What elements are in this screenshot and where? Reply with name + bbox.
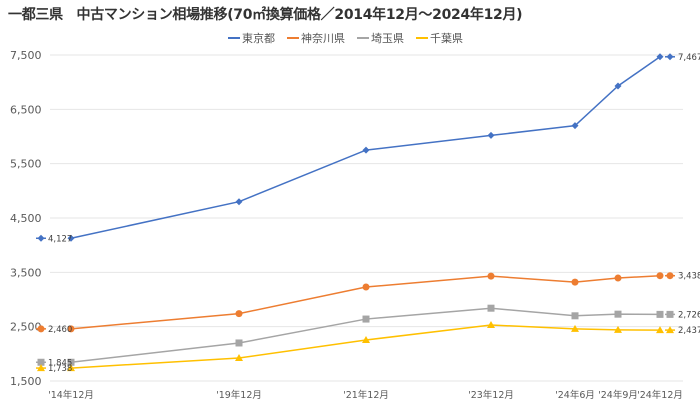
- y-tick-label: 6,500: [10, 103, 42, 116]
- legend-label: 埼玉県: [371, 32, 404, 45]
- x-tick-label: '24年9月: [598, 389, 638, 401]
- data-point: [487, 272, 495, 280]
- x-tick-label: '19年12月: [216, 389, 262, 401]
- data-point: [614, 325, 622, 333]
- data-point: [656, 326, 664, 334]
- legend-marker-icon: [357, 37, 369, 39]
- data-point: [614, 82, 622, 90]
- legend-label: 東京都: [242, 32, 275, 45]
- data-point: [235, 310, 243, 318]
- start-label-marker: [37, 358, 45, 366]
- x-tick-label: '24年12月: [637, 389, 683, 401]
- y-tick-label: 2,500: [10, 321, 42, 334]
- start-label-marker: [37, 234, 45, 242]
- data-point: [362, 283, 370, 291]
- end-label-marker: [666, 272, 674, 280]
- data-label: 1,845: [48, 358, 72, 368]
- x-tick-label: '23年12月: [468, 389, 514, 401]
- data-point: [571, 278, 579, 286]
- data-label: 4,127: [48, 234, 72, 244]
- legend-marker-icon: [287, 37, 299, 39]
- legend: 東京都 神奈川県 埼玉県 千葉県: [228, 30, 463, 46]
- y-tick-label: 1,500: [10, 375, 42, 388]
- data-point: [362, 315, 370, 323]
- data-point: [571, 122, 579, 130]
- data-point: [362, 335, 370, 343]
- legend-item: 埼玉県: [357, 30, 404, 46]
- end-label-marker: [666, 310, 674, 318]
- data-label: 3,438: [678, 272, 700, 282]
- start-label-marker: [37, 364, 45, 372]
- legend-marker-icon: [416, 37, 428, 39]
- data-label: 2,726: [678, 310, 700, 320]
- data-label: 2,460: [48, 325, 72, 335]
- data-point: [571, 312, 579, 320]
- data-point: [656, 310, 664, 318]
- legend-item: 神奈川県: [287, 30, 345, 46]
- data-label: 1,738: [48, 364, 72, 374]
- end-label-marker: [666, 53, 674, 61]
- data-point: [67, 358, 75, 366]
- data-point: [362, 146, 370, 154]
- y-tick-label: 3,500: [10, 266, 42, 279]
- data-point: [614, 274, 622, 282]
- data-point: [571, 324, 579, 332]
- data-point: [235, 353, 243, 361]
- data-label: 2,437: [678, 326, 700, 336]
- x-tick-label: '24年6月: [555, 389, 595, 401]
- data-point: [487, 304, 495, 312]
- data-point: [487, 131, 495, 139]
- data-point: [487, 321, 495, 329]
- x-tick-label: '21年12月: [343, 389, 389, 401]
- y-tick-label: 7,500: [10, 49, 42, 62]
- data-point: [656, 272, 664, 280]
- x-tick-label: '14年12月: [48, 389, 94, 401]
- y-tick-label: 5,500: [10, 158, 42, 171]
- start-label-marker: [37, 325, 45, 333]
- legend-marker-icon: [228, 37, 240, 39]
- chart-title: 一都三県 中古マンション相場推移(70㎡換算価格／2014年12月～2024年1…: [8, 7, 523, 23]
- data-point: [67, 234, 75, 242]
- data-point: [67, 364, 75, 372]
- end-label-marker: [666, 326, 674, 334]
- legend-label: 千葉県: [430, 32, 463, 45]
- data-point: [235, 198, 243, 206]
- y-tick-label: 4,500: [10, 212, 42, 225]
- data-point: [656, 53, 664, 61]
- data-point: [67, 325, 75, 333]
- legend-item: 千葉県: [416, 30, 463, 46]
- legend-label: 神奈川県: [301, 32, 345, 45]
- data-label: 7,467: [678, 53, 700, 63]
- data-point: [235, 339, 243, 347]
- legend-item: 東京都: [228, 30, 275, 46]
- data-point: [614, 310, 622, 318]
